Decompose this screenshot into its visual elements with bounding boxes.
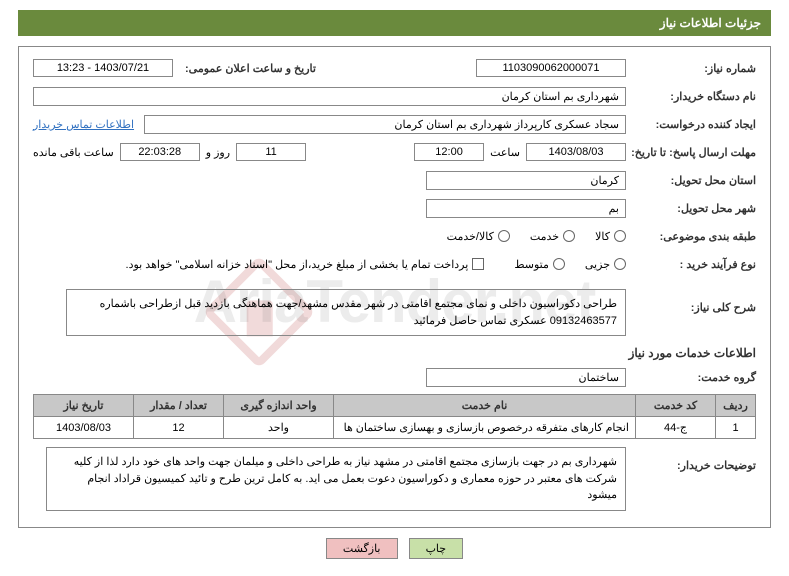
announce-value: 1403/07/21 - 13:23 [33, 59, 173, 77]
td-0: 1 [716, 417, 756, 439]
ptype-label: نوع فرآیند خرید : [626, 258, 756, 271]
cat-opt-1-label: خدمت [530, 230, 559, 243]
td-4: 12 [134, 417, 224, 439]
cat-opt-0-label: کالا [595, 230, 610, 243]
remain-time: 22:03:28 [120, 143, 200, 161]
td-3: واحد [224, 417, 334, 439]
cat-opt-0[interactable]: کالا [595, 230, 626, 243]
radio-icon [498, 230, 510, 242]
requester-value: سجاد عسکری کارپرداز شهرداری بم استان کرم… [144, 115, 626, 134]
th-5: تاریخ نیاز [34, 395, 134, 417]
details-panel: AriaTender.net شماره نیاز: 1103090062000… [18, 46, 771, 528]
desc-value: طراحی دکوراسیون داخلی و نمای مجتمع اقامت… [66, 289, 626, 336]
row-purchase-type: نوع فرآیند خرید : جزیی متوسط پرداخت تمام… [33, 253, 756, 275]
days-label: روز و [206, 146, 230, 159]
desc-label: شرح کلی نیاز: [626, 289, 756, 314]
ptype-opt-0-label: جزیی [585, 258, 610, 271]
treasury-label: پرداخت تمام یا بخشی از مبلغ خرید،از محل … [126, 258, 469, 271]
td-1: ج-44 [636, 417, 716, 439]
radio-icon [553, 258, 565, 270]
category-label: طبقه بندی موضوعی: [626, 230, 756, 243]
page-header: جزئیات اطلاعات نیاز [18, 10, 771, 36]
deadline-date: 1403/08/03 [526, 143, 626, 161]
checkbox-icon [472, 258, 484, 270]
province-value: کرمان [426, 171, 626, 190]
sgroup-label: گروه خدمت: [626, 371, 756, 384]
buyer-org-label: نام دستگاه خریدار: [626, 90, 756, 103]
td-5: 1403/08/03 [34, 417, 134, 439]
city-label: شهر محل تحویل: [626, 202, 756, 215]
province-label: استان محل تحویل: [626, 174, 756, 187]
row-province: استان محل تحویل: کرمان [33, 169, 756, 191]
row-category: طبقه بندی موضوعی: کالا خدمت کالا/خدمت [33, 225, 756, 247]
sgroup-value: ساختمان [426, 368, 626, 387]
row-deadline: مهلت ارسال پاسخ: تا تاریخ: 1403/08/03 سا… [33, 141, 756, 163]
th-3: واحد اندازه گیری [224, 395, 334, 417]
row-need-number: شماره نیاز: 1103090062000071 تاریخ و ساع… [33, 57, 756, 79]
th-0: ردیف [716, 395, 756, 417]
row-service-group: گروه خدمت: ساختمان [33, 366, 756, 388]
treasury-checkbox[interactable]: پرداخت تمام یا بخشی از مبلغ خرید،از محل … [126, 258, 485, 271]
th-2: نام خدمت [334, 395, 636, 417]
cat-opt-1[interactable]: خدمت [530, 230, 575, 243]
services-section-label: اطلاعات خدمات مورد نیاز [33, 346, 756, 360]
row-buyer-notes: توضیحات خریدار: شهرداری بم در جهت بازساز… [33, 447, 756, 511]
deadline-time: 12:00 [414, 143, 484, 161]
remain-label: ساعت باقی مانده [33, 146, 114, 159]
row-city: شهر محل تحویل: بم [33, 197, 756, 219]
radio-icon [614, 258, 626, 270]
th-4: تعداد / مقدار [134, 395, 224, 417]
print-button[interactable]: چاپ [409, 538, 464, 559]
row-description: شرح کلی نیاز: طراحی دکوراسیون داخلی و نم… [33, 289, 756, 336]
bnotes-label: توضیحات خریدار: [626, 447, 756, 472]
cat-opt-2[interactable]: کالا/خدمت [447, 230, 510, 243]
need-number-label: شماره نیاز: [626, 62, 756, 75]
buttons-row: چاپ بازگشت [0, 538, 789, 559]
bnotes-value: شهرداری بم در جهت بازسازی مجتمع اقامتی د… [46, 447, 626, 511]
back-button[interactable]: بازگشت [326, 538, 398, 559]
buyer-org-value: شهرداری بم استان کرمان [33, 87, 626, 106]
table-header-row: ردیف کد خدمت نام خدمت واحد اندازه گیری ت… [34, 395, 756, 417]
radio-icon [563, 230, 575, 242]
city-value: بم [426, 199, 626, 218]
ptype-opt-1-label: متوسط [514, 258, 549, 271]
radio-icon [614, 230, 626, 242]
cat-opt-2-label: کالا/خدمت [447, 230, 494, 243]
ptype-opt-1[interactable]: متوسط [514, 258, 565, 271]
td-2: انجام کارهای متفرقه درخصوص بازسازی و بهس… [334, 417, 636, 439]
th-1: کد خدمت [636, 395, 716, 417]
ptype-opt-0[interactable]: جزیی [585, 258, 626, 271]
contact-link[interactable]: اطلاعات تماس خریدار [33, 118, 134, 131]
deadline-label: مهلت ارسال پاسخ: تا تاریخ: [626, 146, 756, 159]
row-buyer-org: نام دستگاه خریدار: شهرداری بم استان کرما… [33, 85, 756, 107]
services-table: ردیف کد خدمت نام خدمت واحد اندازه گیری ت… [33, 394, 756, 439]
remain-days: 11 [236, 143, 306, 161]
need-number-value: 1103090062000071 [476, 59, 626, 77]
requester-label: ایجاد کننده درخواست: [626, 118, 756, 131]
announce-label: تاریخ و ساعت اعلان عمومی: [179, 62, 316, 75]
row-requester: ایجاد کننده درخواست: سجاد عسکری کارپرداز… [33, 113, 756, 135]
table-row: 1 ج-44 انجام کارهای متفرقه درخصوص بازساز… [34, 417, 756, 439]
deadline-time-label: ساعت [490, 146, 520, 159]
